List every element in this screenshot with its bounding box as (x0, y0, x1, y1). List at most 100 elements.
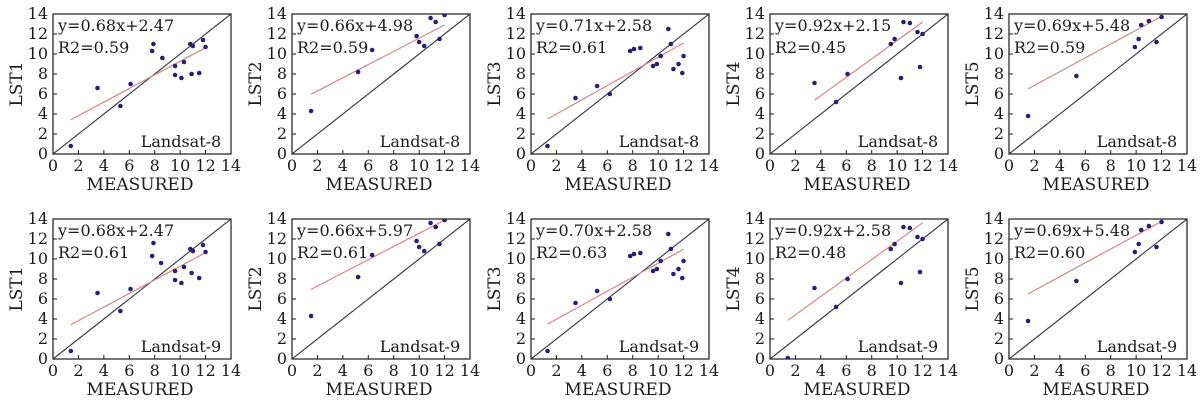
data-point (607, 296, 613, 302)
y-tick-label: 2 (38, 329, 48, 348)
x-tick-label: 12 (1151, 361, 1171, 380)
x-tick-label: 4 (99, 156, 109, 175)
data-point (1138, 227, 1144, 233)
data-point (189, 270, 194, 276)
data-point (650, 268, 656, 274)
y-tick-label: 14 (984, 209, 1004, 228)
data-point (812, 285, 817, 291)
y-tick-label: 2 (755, 124, 765, 143)
x-tick-label: 8 (1106, 156, 1116, 175)
x-tick-label: 2 (312, 156, 322, 175)
x-tick-label: 14 (221, 156, 241, 175)
x-tick-label: 0 (1004, 156, 1014, 175)
y-tick-label: 12 (28, 24, 48, 43)
x-tick-label: 10 (409, 156, 429, 175)
y-tick-label: 14 (506, 209, 526, 228)
y-tick-label: 2 (516, 124, 526, 143)
data-point (414, 238, 419, 244)
x-tick-label: 2 (790, 156, 800, 175)
x-tick-label: 10 (1126, 361, 1146, 380)
data-point (627, 253, 633, 259)
x-tick-label: 14 (460, 156, 480, 175)
data-point (892, 36, 897, 42)
data-point (920, 31, 925, 37)
data-point (149, 253, 155, 259)
fit-equation: y=0.92x+2.15 (774, 16, 891, 35)
data-point (1154, 244, 1159, 250)
satellite-label: Landsat-8 (1097, 132, 1177, 151)
y-tick-label: 4 (994, 309, 1004, 328)
data-point (428, 220, 433, 226)
data-point (128, 286, 133, 292)
data-point (1025, 113, 1031, 119)
data-point (421, 43, 427, 49)
x-tick-label: 12 (912, 156, 932, 175)
data-point (68, 143, 74, 149)
y-tick-label: 6 (994, 84, 1004, 103)
y-tick-label: 2 (994, 329, 1004, 348)
y-tick-label: 4 (38, 104, 48, 123)
data-point (172, 72, 178, 78)
x-tick-label: 6 (1080, 156, 1090, 175)
y-tick-label: 0 (994, 144, 1004, 163)
x-axis-label: MEASURED (87, 380, 194, 400)
x-tick-label: 6 (1080, 361, 1090, 380)
data-point (95, 85, 100, 91)
r2-value: R2=0.59 (58, 38, 129, 57)
y-tick-label: 12 (28, 229, 48, 248)
y-tick-label: 12 (745, 229, 765, 248)
x-tick-label: 6 (841, 361, 851, 380)
y-tick-label: 2 (755, 329, 765, 348)
identity-line (770, 14, 948, 154)
x-tick-label: 10 (170, 156, 190, 175)
satellite-label: Landsat-8 (619, 132, 699, 151)
data-point (1025, 318, 1031, 324)
satellite-label: Landsat-9 (858, 337, 938, 356)
x-axis-label: MEASURED (326, 175, 433, 195)
identity-line (531, 219, 709, 359)
fit-line (70, 252, 206, 326)
r2-value: R2=0.59 (1014, 38, 1085, 57)
fit-line (1027, 220, 1162, 295)
data-point (1159, 219, 1164, 225)
fit-equation: y=0.71x+2.58 (535, 16, 652, 35)
y-tick-label: 8 (994, 269, 1004, 288)
y-tick-label: 10 (984, 249, 1004, 268)
y-tick-label: 2 (277, 329, 287, 348)
fit-line (787, 222, 923, 321)
x-tick-label: 0 (526, 156, 536, 175)
x-tick-label: 2 (1029, 361, 1039, 380)
data-point (1154, 39, 1159, 45)
x-tick-label: 8 (389, 156, 399, 175)
r2-value: R2=0.59 (297, 38, 368, 57)
y-tick-label: 10 (267, 44, 287, 63)
plot-frame (530, 13, 710, 155)
fit-equation: y=0.69x+5.48 (1013, 221, 1130, 240)
satellite-label: Landsat-9 (619, 337, 699, 356)
scatter-panel: 0022446688101012121414y=0.70x+2.58R2=0.6… (485, 209, 719, 400)
data-point (654, 266, 660, 272)
data-point (158, 260, 164, 266)
y-tick-label: 2 (277, 124, 287, 143)
plot-frame (769, 13, 949, 155)
y-tick-label: 2 (38, 124, 48, 143)
data-point (845, 71, 850, 77)
x-tick-label: 8 (867, 361, 877, 380)
data-point (668, 41, 674, 47)
x-tick-label: 2 (73, 156, 83, 175)
data-point (594, 288, 600, 294)
y-tick-label: 4 (277, 309, 287, 328)
x-tick-label: 4 (577, 156, 587, 175)
x-tick-label: 10 (887, 156, 907, 175)
y-axis-label: LST4 (724, 61, 744, 106)
x-tick-label: 4 (816, 361, 826, 380)
x-tick-label: 12 (434, 361, 454, 380)
data-point (118, 308, 123, 314)
fit-equation: y=0.69x+5.48 (1013, 16, 1130, 35)
data-point (179, 280, 184, 286)
y-tick-label: 0 (38, 144, 48, 163)
r2-value: R2=0.61 (58, 243, 129, 262)
x-tick-label: 4 (338, 361, 348, 380)
scatter-panel: 0022446688101012121414y=0.69x+5.48R2=0.6… (963, 209, 1197, 400)
data-point (1146, 223, 1152, 229)
